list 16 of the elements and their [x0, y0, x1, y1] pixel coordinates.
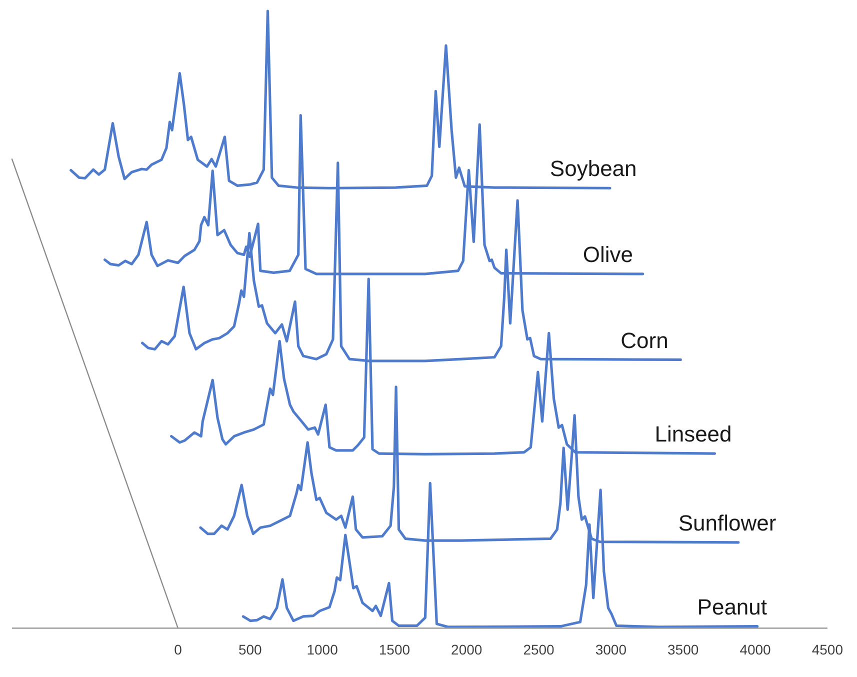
series-label: Soybean [550, 156, 637, 182]
x-tick-label: 1000 [306, 641, 338, 658]
series-label: Linseed [654, 422, 732, 447]
series-label: Olive [582, 242, 633, 267]
series-label: Corn [620, 328, 668, 353]
x-tick-label: 4000 [740, 641, 772, 658]
x-tick-label: 1500 [378, 641, 410, 658]
x-tick-label: 2000 [451, 641, 482, 658]
x-tick-label: 3000 [595, 641, 627, 658]
x-tick-label: 2500 [523, 641, 555, 658]
series-label: Peanut [697, 594, 768, 620]
series-label: Sunflower [678, 510, 776, 536]
x-tick-label: 3500 [668, 641, 699, 658]
x-tick-label: 500 [238, 641, 262, 658]
x-tick-label: 0 [174, 641, 182, 658]
x-tick-label: 4500 [812, 641, 844, 658]
